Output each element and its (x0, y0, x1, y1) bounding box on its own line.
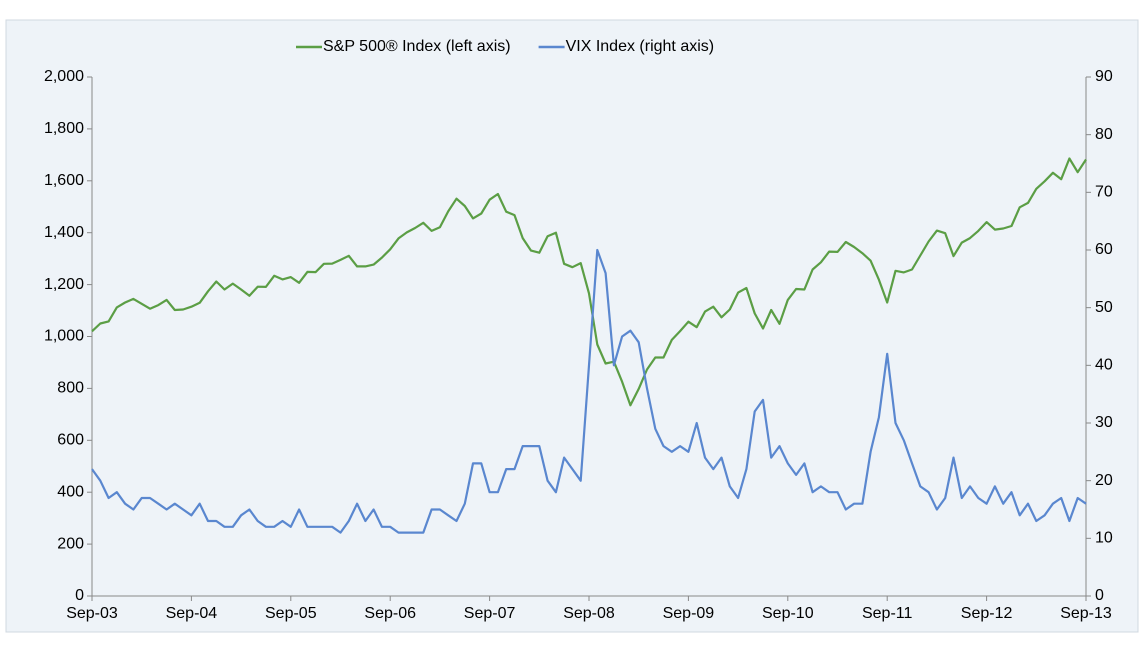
x-tick-label: Sep-05 (265, 605, 317, 622)
y-tick-label: 1,000 (44, 328, 84, 345)
y2-tick-label: 80 (1095, 126, 1113, 143)
x-tick-label: Sep-13 (1060, 605, 1112, 622)
x-tick-label: Sep-10 (762, 605, 814, 622)
y2-tick-label: 50 (1095, 299, 1113, 316)
x-tick-label: Sep-08 (563, 605, 615, 622)
y-tick-label: 200 (57, 535, 84, 552)
y2-tick-label: 20 (1095, 472, 1113, 489)
x-tick-label: Sep-03 (66, 605, 118, 622)
y-tick-label: 800 (57, 380, 84, 397)
x-tick-label: Sep-12 (961, 605, 1013, 622)
x-tick-label: Sep-06 (364, 605, 416, 622)
x-tick-label: Sep-04 (166, 605, 218, 622)
y2-tick-label: 60 (1095, 241, 1113, 258)
series-line (91, 157, 1087, 407)
x-tick-label: Sep-09 (663, 605, 715, 622)
chart-area (5, 19, 1139, 633)
y-tick-label: 1,200 (44, 276, 84, 293)
y-tick-label: 400 (57, 483, 84, 500)
legend-label: VIX Index (right axis) (566, 38, 715, 55)
y2-tick-label: 10 (1095, 530, 1113, 547)
x-tick-label: Sep-11 (862, 605, 913, 622)
y2-tick-label: 70 (1095, 184, 1113, 201)
y-tick-label: 1,800 (44, 120, 84, 137)
x-tick-label: Sep-07 (464, 605, 516, 622)
legend-label: S&P 500® Index (left axis) (323, 38, 511, 55)
y2-tick-label: 30 (1095, 414, 1113, 431)
y2-tick-label: 40 (1095, 357, 1113, 374)
y-tick-label: 2,000 (44, 68, 84, 85)
y2-tick-label: 0 (1095, 587, 1104, 604)
y-tick-label: 1,600 (44, 172, 84, 189)
y-tick-label: 600 (57, 432, 84, 449)
series-line (91, 248, 1087, 534)
y2-tick-label: 90 (1095, 68, 1113, 85)
y-tick-label: 1,400 (44, 224, 84, 241)
y-tick-label: 0 (75, 587, 84, 604)
